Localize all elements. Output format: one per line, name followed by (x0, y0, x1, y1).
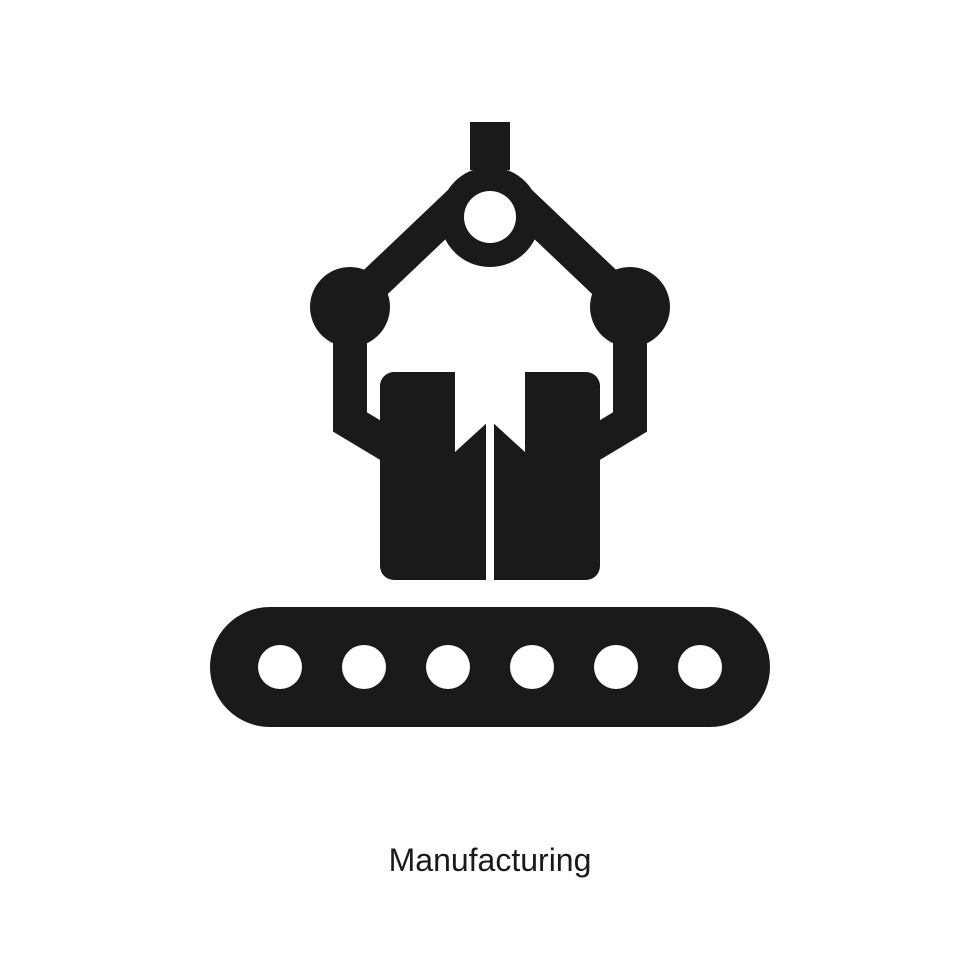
manufacturing-icon (140, 102, 840, 802)
icon-container: Manufacturing (0, 0, 980, 980)
icon-caption: Manufacturing (389, 842, 592, 879)
